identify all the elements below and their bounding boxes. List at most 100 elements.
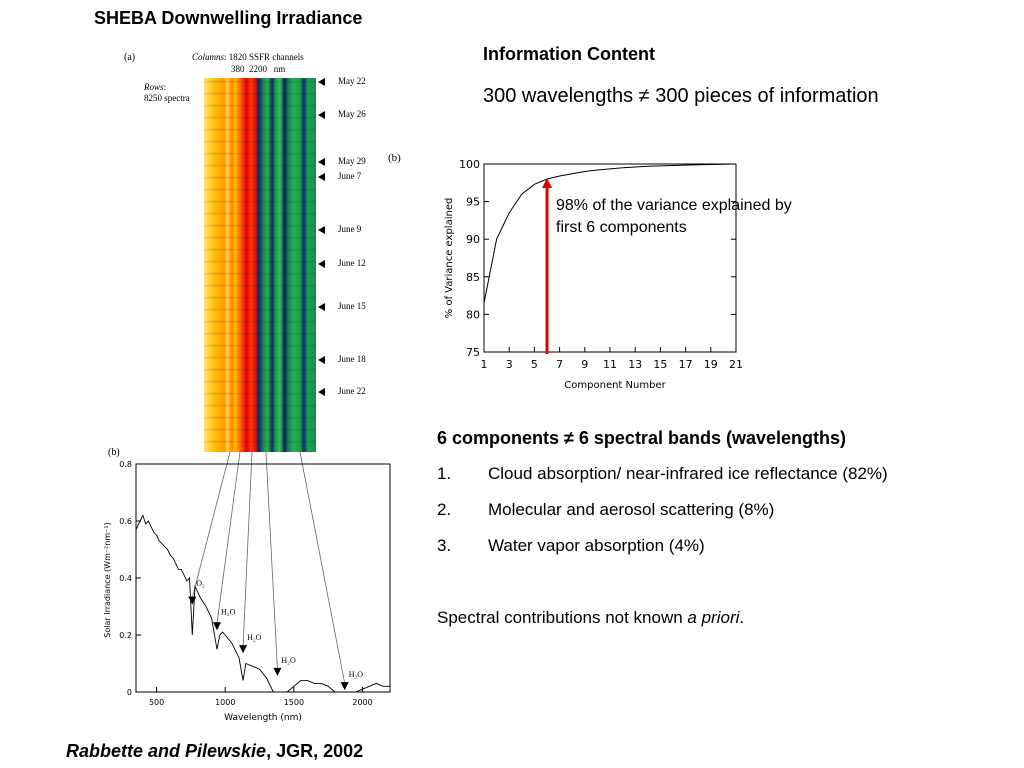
solar-series-line <box>135 514 390 693</box>
variance-annotation-line2: first 6 components <box>556 219 687 236</box>
variance-x-tick-label: 9 <box>581 358 588 371</box>
date-marker-arrow <box>318 226 325 234</box>
variance-x-tick-label: 19 <box>704 358 718 371</box>
citation-authors: Rabbette and Pilewskie <box>66 741 267 761</box>
solar-x-tick-label: 500 <box>149 698 164 707</box>
figure-c-panel-label: (b) <box>108 447 120 458</box>
figure-a-columns: Columns: 1820 SSFR channels <box>192 52 304 62</box>
variance-x-tick-label: 1 <box>481 358 488 371</box>
date-marker-label: June 12 <box>338 258 366 268</box>
component-item-number: 1. <box>437 464 452 483</box>
solar-x-axis-label: Wavelength (nm) <box>224 713 302 723</box>
band-label: H₂O <box>281 656 296 665</box>
variance-y-axis-label: % of Variance explained <box>444 198 455 319</box>
slide-title: SHEBA Downwelling Irradiance <box>94 8 363 28</box>
heatmap-connector-line <box>216 451 241 624</box>
absorption-band-labels: O₂ H₂O H₂O H₂O H₂O <box>188 579 363 691</box>
band-arrowhead <box>273 667 282 676</box>
component-item-number: 2. <box>437 500 452 519</box>
date-marker-arrow <box>318 260 325 268</box>
info-heading: Information Content <box>483 44 655 64</box>
solar-y-tick-label: 0 <box>127 688 132 697</box>
variance-annotation: 98% of the variance explained by first 6… <box>556 195 792 239</box>
solar-y-tick-label: 0.4 <box>119 574 132 583</box>
date-marker-arrow <box>318 78 325 86</box>
variance-plot-frame <box>483 163 737 353</box>
solar-y-axis-label: Solar Irradiance (Wm⁻²nm⁻¹) <box>103 522 112 637</box>
date-marker-label: May 22 <box>338 76 366 86</box>
figure-a-rows: Rows: <box>144 82 167 92</box>
components-note-suffix: . <box>739 608 745 627</box>
band-label: O₂ <box>196 579 205 588</box>
variance-x-ticks: 1 3 5 7 9 11 13 15 17 19 21 <box>481 347 743 371</box>
date-marker-arrow <box>318 356 325 364</box>
heatmap-connector-lines <box>191 451 346 684</box>
date-marker-label: May 29 <box>338 156 366 166</box>
figure-a-rows-text: 8250 spectra <box>144 93 190 103</box>
heatmap-connector-line <box>299 451 346 684</box>
variance-x-tick-label: 5 <box>531 358 538 371</box>
solar-y-tick-label: 0.8 <box>119 460 132 469</box>
date-marker-arrow <box>318 303 325 311</box>
date-marker-label: June 22 <box>338 386 366 396</box>
variance-x-tick-label: 7 <box>556 358 563 371</box>
info-subheading: 300 wavelengths ≠ 300 pieces of informat… <box>483 85 879 107</box>
date-marker-arrow <box>318 388 325 396</box>
date-marker-arrow <box>318 173 325 181</box>
date-marker-arrow <box>318 158 325 166</box>
variance-x-tick-label: 17 <box>679 358 693 371</box>
figure-a-columns-range: 380 2200 nm <box>231 64 286 74</box>
citation-rest: , JGR, 2002 <box>266 741 364 761</box>
variance-annotation-line1: 98% of the variance explained by <box>556 197 792 214</box>
solar-x-ticks: 500 1000 1500 2000 <box>149 687 373 707</box>
variance-x-axis-label: Component Number <box>564 380 666 391</box>
components-note-italic: a priori <box>687 608 740 627</box>
variance-marker-arrowhead <box>542 178 552 189</box>
figure-b-panel-label: (b) <box>388 152 401 164</box>
heatmap-connector-line <box>265 451 278 669</box>
variance-y-tick-label: 100 <box>459 158 480 171</box>
variance-series-line <box>483 163 737 304</box>
variance-x-tick-label: 21 <box>729 358 743 371</box>
band-arrowhead <box>239 645 248 654</box>
components-note: Spectral contributions not known a prior… <box>437 608 744 628</box>
rows-label: Rows <box>144 82 164 92</box>
spectra-heatmap <box>204 78 316 452</box>
variance-y-tick-label: 95 <box>466 196 480 209</box>
variance-y-tick-label: 75 <box>466 346 480 359</box>
solar-x-tick-label: 1500 <box>284 698 304 707</box>
band-arrowhead <box>213 622 222 631</box>
solar-y-tick-label: 0.6 <box>119 517 132 526</box>
heatmap-connector-line <box>242 451 253 647</box>
citation: Rabbette and Pilewskie, JGR, 2002 <box>66 741 363 762</box>
solar-y-tick-label: 0.2 <box>119 631 132 640</box>
figure-a-panel-label: (a) <box>124 52 136 63</box>
date-marker-arrow <box>318 111 325 119</box>
components-note-prefix: Spectral contributions not known <box>437 608 688 627</box>
band-arrowhead <box>188 596 197 605</box>
component-item-text: Molecular and aerosol scattering (8%) <box>488 500 775 519</box>
solar-irradiance-chart: 0 0.2 0.4 0.6 0.8 500 1000 1500 2000 O₂ H₂O H₂O H₂… <box>103 451 391 723</box>
variance-x-tick-label: 11 <box>603 358 617 371</box>
columns-label: Columns <box>192 52 225 62</box>
columns-text: : 1820 SSFR channels <box>224 52 304 62</box>
component-item-text: Water vapor absorption (4%) <box>488 536 705 555</box>
variance-y-tick-label: 80 <box>466 308 480 321</box>
band-arrowhead <box>340 682 349 691</box>
date-marker-label: June 9 <box>338 224 362 234</box>
component-item-text: Cloud absorption/ near-infrared ice refl… <box>488 464 888 483</box>
variance-y-ticks: 75 80 85 90 95 100 <box>459 158 736 359</box>
variance-x-tick-label: 3 <box>506 358 513 371</box>
band-label: H₂O <box>247 633 262 642</box>
solar-plot-frame <box>135 463 391 693</box>
solar-y-ticks: 0 0.2 0.4 0.6 0.8 <box>119 460 141 697</box>
solar-x-tick-label: 2000 <box>352 698 372 707</box>
variance-y-tick-label: 90 <box>466 233 480 246</box>
component-item-number: 3. <box>437 536 452 555</box>
components-heading: 6 components ≠ 6 spectral bands (wavelen… <box>437 428 846 448</box>
date-marker-label: May 26 <box>338 109 366 119</box>
variance-x-tick-label: 13 <box>628 358 642 371</box>
date-marker-label: June 15 <box>338 301 366 311</box>
heatmap-connector-line <box>191 451 231 598</box>
